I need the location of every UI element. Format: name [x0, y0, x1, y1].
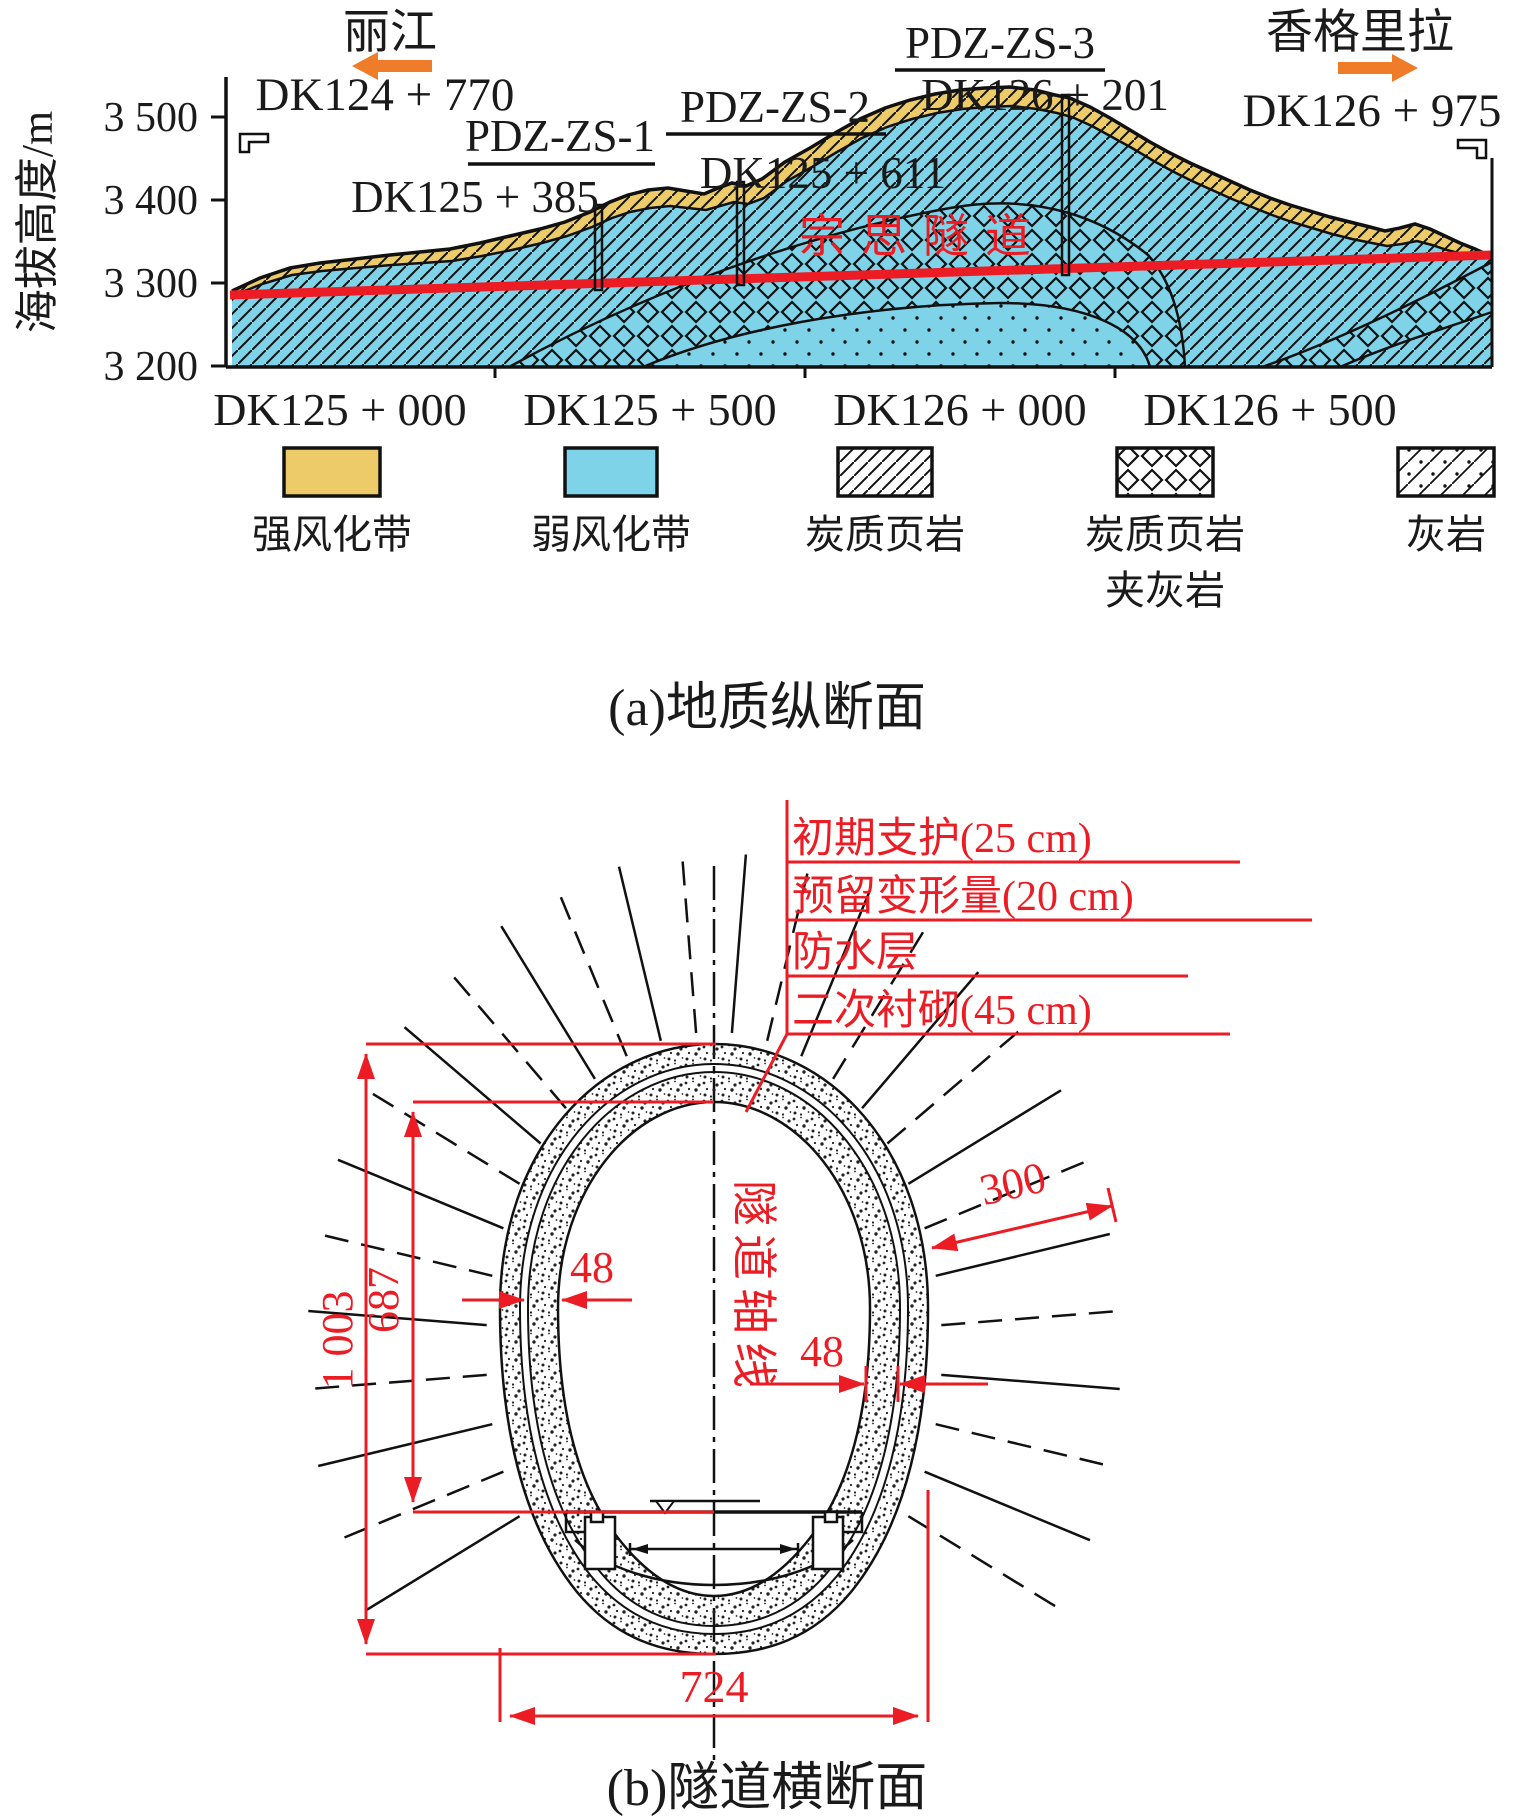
track-structure — [564, 1499, 864, 1587]
borehole3-chainage: DK126 + 201 — [921, 70, 1169, 120]
arrow-left-icon — [352, 52, 432, 80]
borehole-pdz-zs-3 — [1060, 93, 1071, 277]
portal-left-label: DK124 + 770 — [256, 69, 515, 121]
legend-swatch-limestone — [1396, 446, 1496, 498]
legend-swatch-strong-weathering — [282, 446, 382, 498]
rail-chair-right — [811, 1510, 845, 1571]
direction-lijiang: 丽江 — [343, 7, 437, 59]
rock-bolt-line — [366, 1515, 521, 1611]
callout-reserved-deformation: 预留变形量(20 cm) — [792, 873, 1134, 920]
rock-bolt-line — [730, 854, 748, 1034]
y-tick-3200: 3 200 — [104, 344, 199, 390]
legend-swatch-shale-limestone — [1115, 446, 1215, 498]
legend-label-shale-limestone-1: 炭质页岩 — [1085, 512, 1245, 557]
rock-bolt-line — [337, 1470, 504, 1542]
level-marker — [650, 1499, 760, 1515]
gauge-line — [628, 1543, 800, 1556]
borehole2-chainage: DK125 + 611 — [700, 148, 946, 198]
y-tick-3400: 3 400 — [104, 178, 199, 224]
rock-bolt-line — [941, 1309, 1120, 1327]
rock-bolt-line — [907, 1515, 1062, 1611]
dim-total-height: 1 003 — [313, 1291, 362, 1390]
support-inner-outline — [518, 1062, 910, 1636]
rock-bolt-line — [500, 925, 596, 1080]
rock-bolt-line — [366, 1089, 521, 1185]
legend-label-strong-weathering: 强风化带 — [252, 512, 412, 557]
strong-weathering-zone — [231, 85, 1493, 298]
rock-bolt-line — [557, 890, 628, 1057]
legend-label-weak-weathering: 弱风化带 — [531, 512, 691, 557]
geological-profile: 海拔高度/m 3 500 3 400 3 300 3 200 DK125 + 0… — [13, 7, 1501, 435]
cross-section-annotations — [357, 800, 1312, 1725]
rock-bolt-line — [617, 866, 663, 1042]
elevation-axis — [211, 77, 1492, 378]
rail-chair-left — [583, 1510, 617, 1571]
x-tick-dk125-000: DK125 + 000 — [213, 384, 466, 435]
rock-bolt-line — [861, 971, 980, 1110]
rock-bolt-line — [308, 1373, 487, 1391]
x-tick-dk126-000: DK126 + 000 — [833, 384, 1086, 435]
y-axis-title: 海拔高度/m — [13, 111, 62, 333]
rock-bolt-line — [800, 890, 871, 1057]
rock-bolt-line — [924, 1470, 1091, 1542]
portal-left-marker — [238, 132, 270, 154]
tunnel-alignment-line — [229, 250, 1493, 300]
borehole-pdz-zs-2 — [735, 180, 746, 287]
callout-secondary-lining: 二次衬砌(45 cm) — [792, 988, 1092, 1034]
legend: 强风化带 弱风化带 炭质页岩 炭质页岩 夹灰岩 灰岩 — [252, 446, 1496, 613]
tunnel-axis-label: 隧道轴线 — [728, 1180, 779, 1396]
legend-label-shale-limestone-2: 夹灰岩 — [1105, 568, 1225, 613]
dim-width: 724 — [680, 1661, 749, 1712]
dim-lining-right: 48 — [800, 1327, 844, 1376]
rock-bolt-line — [308, 1309, 487, 1327]
rock-bolt-line — [337, 1158, 504, 1230]
rock-bolt-line — [403, 1026, 542, 1145]
caption-a: (a)地质纵断面 — [608, 680, 926, 737]
dim-bolt-length: 300 — [975, 1153, 1050, 1216]
legend-swatch-weak-weathering — [563, 446, 659, 498]
callout-waterproof-layer: 防水层 — [792, 930, 918, 976]
tunnel-cross-section: 初期支护(25 cm) 预留变形量(20 cm) 防水层 二次衬砌(45 cm)… — [308, 800, 1312, 1762]
limestone-dome — [642, 301, 1152, 369]
rock-bolt-line — [924, 1158, 1091, 1230]
legend-label-carbonaceous-shale: 炭质页岩 — [805, 512, 965, 557]
borehole3-name: PDZ-ZS-3 — [905, 18, 1095, 68]
lining-inner-outline — [556, 1100, 872, 1598]
rock-bolt-line — [832, 925, 928, 1080]
caption-b: (b)隧道横断面 — [607, 1760, 928, 1817]
legend-swatch-carbonaceous-shale — [836, 446, 934, 498]
borehole-pdz-zs-1 — [593, 203, 604, 292]
legend-label-limestone: 灰岩 — [1406, 512, 1486, 557]
waterproof-layer-outline — [526, 1070, 902, 1628]
rock-bolt-line — [941, 1373, 1120, 1391]
callout-leader — [744, 1033, 789, 1113]
portal-right-label: DK126 + 975 — [1243, 85, 1502, 137]
callout-initial-support: 初期支护(25 cm) — [792, 816, 1092, 862]
rock-bolt-line — [886, 1026, 1025, 1145]
dim-height-to-rail: 687 — [359, 1267, 408, 1333]
rock-bolt-line — [448, 971, 567, 1110]
rock-bolt-line — [680, 854, 698, 1034]
borehole1-chainage: DK125 + 385 — [351, 172, 599, 222]
dim-lining-left: 48 — [570, 1243, 614, 1292]
x-tick-dk126-500: DK126 + 500 — [1143, 384, 1396, 435]
borehole2-name: PDZ-ZS-2 — [680, 82, 870, 132]
borehole1-name: PDZ-ZS-1 — [465, 111, 655, 161]
rock-bolt-line — [317, 1422, 493, 1468]
direction-shangrila: 香格里拉 — [1266, 7, 1454, 59]
y-tick-3500: 3 500 — [104, 95, 199, 141]
rock-bolt-line — [907, 1089, 1062, 1185]
rock-bolt-line — [935, 1422, 1111, 1468]
x-tick-dk125-500: DK125 + 500 — [523, 384, 776, 435]
arrow-right-icon — [1338, 54, 1418, 82]
tunnel-name: 宗思隧道 — [799, 211, 1047, 262]
portal-right-marker — [1456, 138, 1494, 367]
y-tick-3300: 3 300 — [104, 261, 199, 307]
